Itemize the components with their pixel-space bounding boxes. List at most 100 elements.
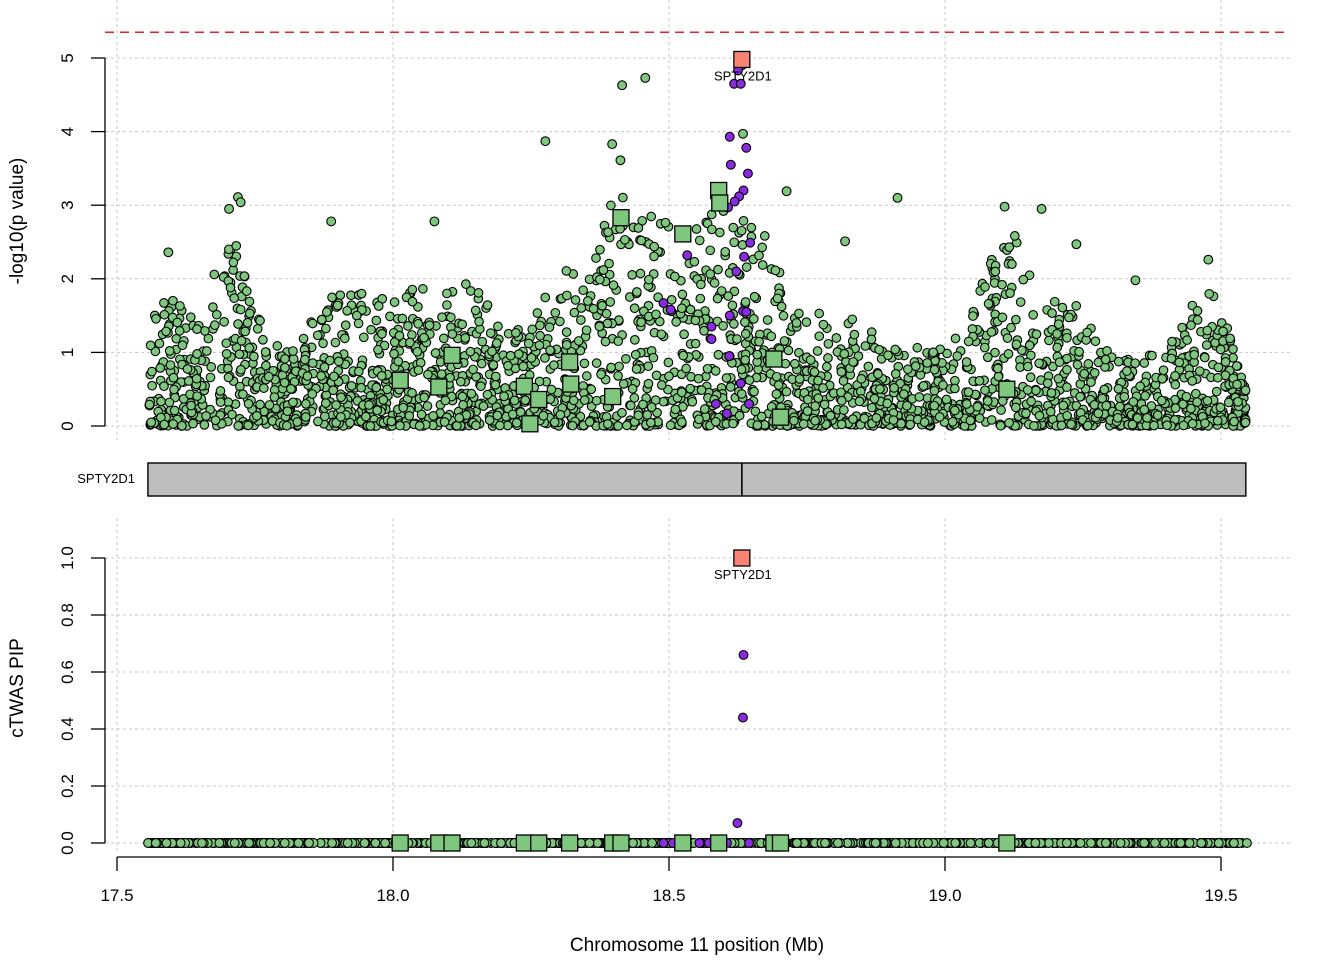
variant-point — [255, 399, 265, 410]
variant-point — [597, 300, 608, 311]
variant-point — [883, 350, 893, 361]
variant-point — [505, 350, 516, 361]
variant-point — [1054, 357, 1065, 368]
variant-point — [997, 279, 1007, 290]
variant-point — [727, 300, 738, 311]
variant-point — [446, 312, 456, 323]
variant-point — [656, 380, 667, 390]
association-y-tick-label: 1 — [58, 348, 77, 357]
pip-baseline-point — [214, 838, 225, 848]
variant-point — [509, 395, 520, 406]
variant-point — [288, 397, 298, 408]
association-gene-square — [674, 225, 692, 243]
variant-point — [321, 307, 332, 317]
variant-point — [398, 402, 409, 413]
variant-point — [849, 329, 860, 340]
variant-point — [629, 303, 640, 314]
variant-point — [487, 346, 497, 357]
variant-point — [523, 338, 534, 349]
variant-point — [1034, 358, 1045, 369]
association-gene-square — [733, 50, 751, 69]
variant-point — [1157, 373, 1168, 384]
association-gene-square — [560, 353, 579, 371]
variant-point — [586, 384, 597, 395]
variant-point — [1212, 415, 1223, 426]
variant-point — [515, 407, 526, 418]
variant-point — [371, 315, 382, 326]
variant-point — [1062, 410, 1072, 421]
variant-point — [351, 310, 362, 321]
association-gene-square — [562, 375, 580, 393]
variant-point — [1122, 366, 1132, 376]
variant-point — [1152, 410, 1163, 420]
association-variant-point — [729, 196, 740, 207]
variant-point — [534, 340, 545, 351]
variant-point — [818, 383, 828, 393]
variant-point — [147, 380, 157, 391]
pip-baseline-point — [196, 838, 207, 848]
variant-point — [1202, 395, 1213, 406]
variant-point — [414, 421, 425, 431]
variant-point — [169, 384, 179, 395]
variant-point — [596, 369, 606, 380]
variant-point — [1119, 391, 1130, 402]
variant-point — [1162, 420, 1172, 431]
variant-point — [899, 389, 909, 399]
variant-point — [233, 319, 243, 329]
variant-point — [1002, 333, 1013, 343]
pip-gene-square — [998, 834, 1016, 852]
gene-track: SPTY2D1 — [77, 462, 1247, 497]
variant-point — [353, 366, 364, 377]
variant-point — [465, 346, 476, 357]
variant-point — [457, 391, 468, 402]
variant-point — [156, 396, 166, 407]
variant-point — [513, 349, 524, 359]
variant-point — [490, 371, 501, 382]
variant-point — [860, 341, 871, 351]
pip-baseline-point — [1150, 838, 1160, 848]
variant-point — [702, 363, 713, 374]
variant-point — [676, 387, 687, 398]
variant-point — [706, 224, 717, 235]
variant-point — [164, 397, 175, 408]
variant-point — [538, 410, 549, 421]
variant-point — [869, 393, 880, 404]
variant-point — [938, 380, 948, 390]
variant-point — [336, 412, 346, 422]
variant-point — [510, 328, 521, 338]
variant-point — [983, 298, 994, 309]
variant-point — [740, 297, 751, 307]
variant-point — [477, 336, 488, 347]
pip-x-tick-label: 17.5 — [100, 886, 133, 905]
association-variant-point — [724, 351, 735, 362]
pip-baseline-point — [890, 838, 901, 848]
variant-point — [1213, 362, 1224, 373]
variant-point — [144, 399, 155, 410]
variant-point — [493, 321, 503, 332]
pip-y-tick-label: 1.0 — [58, 546, 77, 570]
variant-point — [670, 404, 681, 415]
association-variant-point — [840, 236, 851, 247]
variant-point — [405, 337, 415, 348]
association-gene-square — [530, 390, 548, 409]
variant-point — [336, 392, 346, 403]
pip-baseline-point — [1115, 838, 1126, 848]
variant-point — [1186, 320, 1196, 331]
variant-point — [732, 334, 742, 344]
variant-point — [1066, 419, 1076, 430]
variant-point — [663, 357, 674, 368]
variant-point — [413, 365, 424, 376]
variant-point — [1042, 378, 1053, 389]
pip-baseline-point — [1100, 838, 1111, 848]
variant-point — [365, 421, 376, 431]
variant-point — [1031, 385, 1041, 396]
association-variant-point — [742, 168, 753, 179]
variant-point — [568, 395, 579, 406]
variant-point — [595, 244, 605, 255]
variant-point — [648, 352, 659, 363]
variant-point — [200, 326, 210, 336]
variant-point — [249, 351, 259, 362]
variant-point — [569, 307, 580, 318]
variant-point — [791, 318, 802, 328]
variant-point — [961, 399, 972, 409]
